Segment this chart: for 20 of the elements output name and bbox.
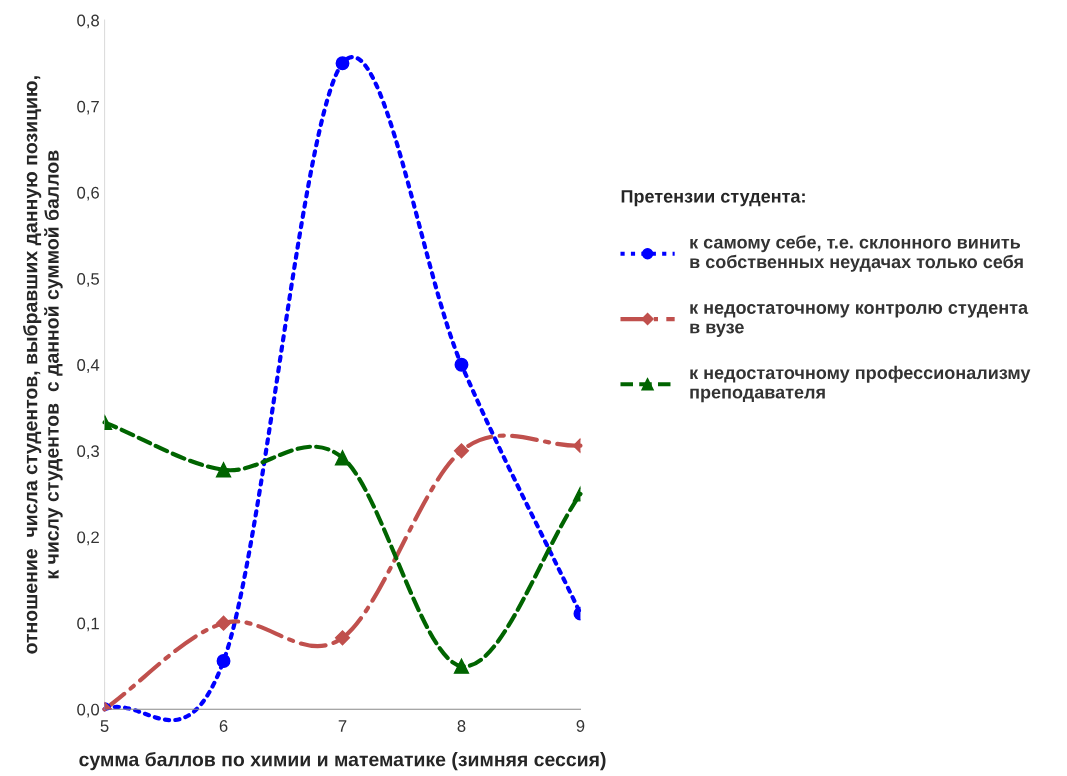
x-tick-label: 6 (219, 720, 228, 732)
legend-title: Претензии студента: (621, 190, 805, 207)
y-tick-label: 0,3 (77, 445, 99, 460)
y-tick-label: 0,0 (77, 703, 100, 718)
legend-label: к недостаточному профессионализму преподавателя (690, 365, 1031, 403)
y-axis-title: отношение числа студентов, выбравших данную позицию, к числу студентов с данной суммой баллов (22, 76, 63, 654)
y-tick-label: 0,1 (77, 617, 99, 632)
legend-label: к недостаточному контролю студента в вузе (690, 304, 1029, 337)
x-tick-label: 5 (100, 720, 109, 732)
x-tick-label: 8 (457, 720, 466, 732)
y-tick-label: 0,2 (77, 531, 99, 546)
y-tick-label: 0,4 (77, 359, 100, 373)
y-tick-label: 0,5 (77, 272, 100, 287)
x-axis-title: сумма баллов по химии и математике (зимняя сессия) (79, 751, 606, 771)
x-tick-label: 7 (338, 720, 347, 732)
legend-label: к самому себе, т.е. склонного винить в собственных неудачах только себя (690, 235, 1023, 272)
x-tick-label: 9 (576, 720, 585, 732)
y-tick-label: 0,8 (77, 14, 99, 29)
y-tick-label: 0,6 (77, 186, 99, 201)
y-tick-label: 0,7 (77, 100, 99, 115)
